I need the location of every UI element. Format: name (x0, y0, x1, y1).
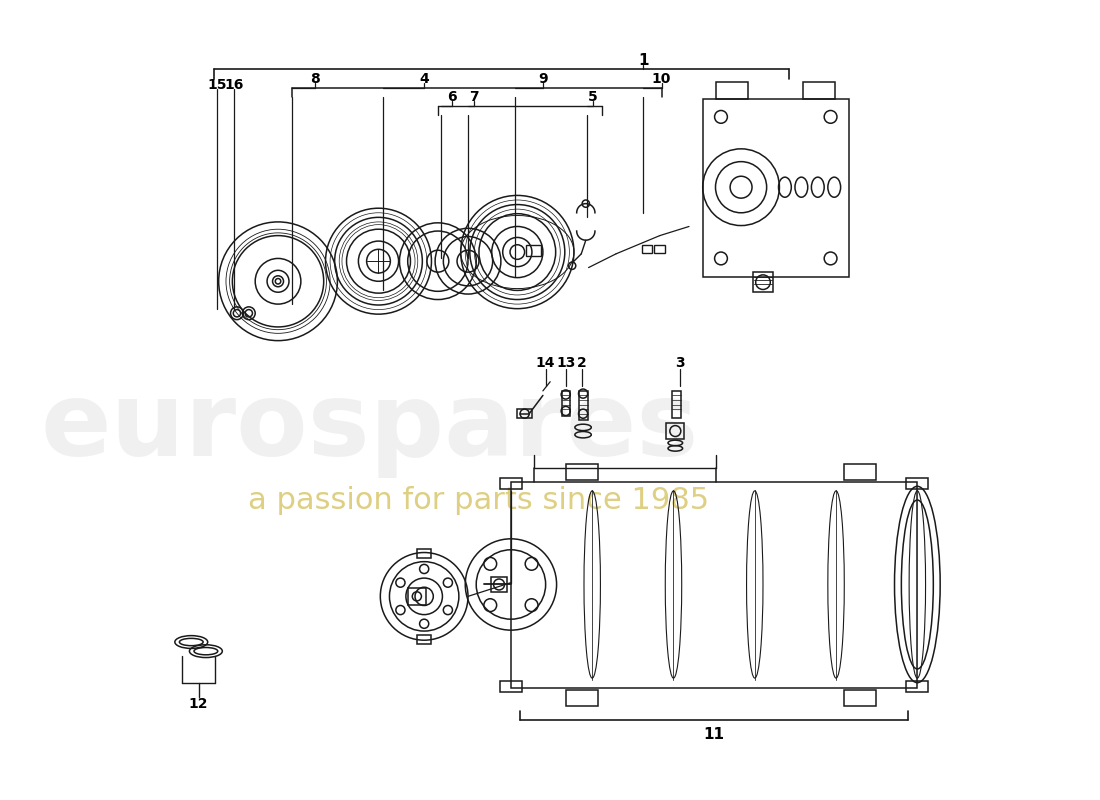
Text: 14: 14 (536, 357, 556, 370)
Bar (500, 478, 521, 489)
Text: 6: 6 (447, 90, 456, 104)
Bar (579, 391, 587, 420)
Text: 13: 13 (556, 357, 575, 370)
Bar (716, 82, 748, 98)
Bar (565, 464, 597, 480)
Bar (562, 391, 570, 417)
Text: eurospares: eurospares (41, 377, 698, 478)
Text: 4: 4 (419, 71, 429, 86)
Bar (703, 98, 849, 277)
Bar (845, 690, 877, 706)
Bar (417, 549, 431, 558)
Bar (906, 478, 928, 489)
Text: 7: 7 (470, 90, 480, 104)
Bar (845, 464, 877, 480)
Text: 10: 10 (652, 71, 671, 86)
Text: 3: 3 (675, 357, 684, 370)
Bar (641, 245, 652, 253)
Bar (654, 245, 666, 253)
Bar (906, 682, 928, 692)
Text: 12: 12 (189, 697, 208, 711)
Bar (517, 409, 532, 418)
Bar (803, 82, 835, 98)
Bar (408, 588, 426, 605)
Text: 15: 15 (207, 78, 227, 92)
Text: a passion for parts since 1985: a passion for parts since 1985 (249, 486, 710, 515)
Bar (752, 272, 773, 292)
Bar (417, 634, 431, 644)
Bar (500, 682, 521, 692)
Bar (510, 482, 917, 688)
Text: 5: 5 (588, 90, 598, 104)
Bar (565, 690, 597, 706)
Bar (527, 245, 541, 256)
Text: 9: 9 (538, 71, 548, 86)
Text: 16: 16 (224, 78, 244, 92)
Text: 8: 8 (310, 71, 319, 86)
Bar (667, 423, 684, 439)
Text: 11: 11 (703, 726, 724, 742)
Bar (491, 577, 507, 592)
Bar (672, 391, 681, 418)
Text: 2: 2 (578, 357, 587, 370)
Text: 1: 1 (638, 53, 649, 68)
